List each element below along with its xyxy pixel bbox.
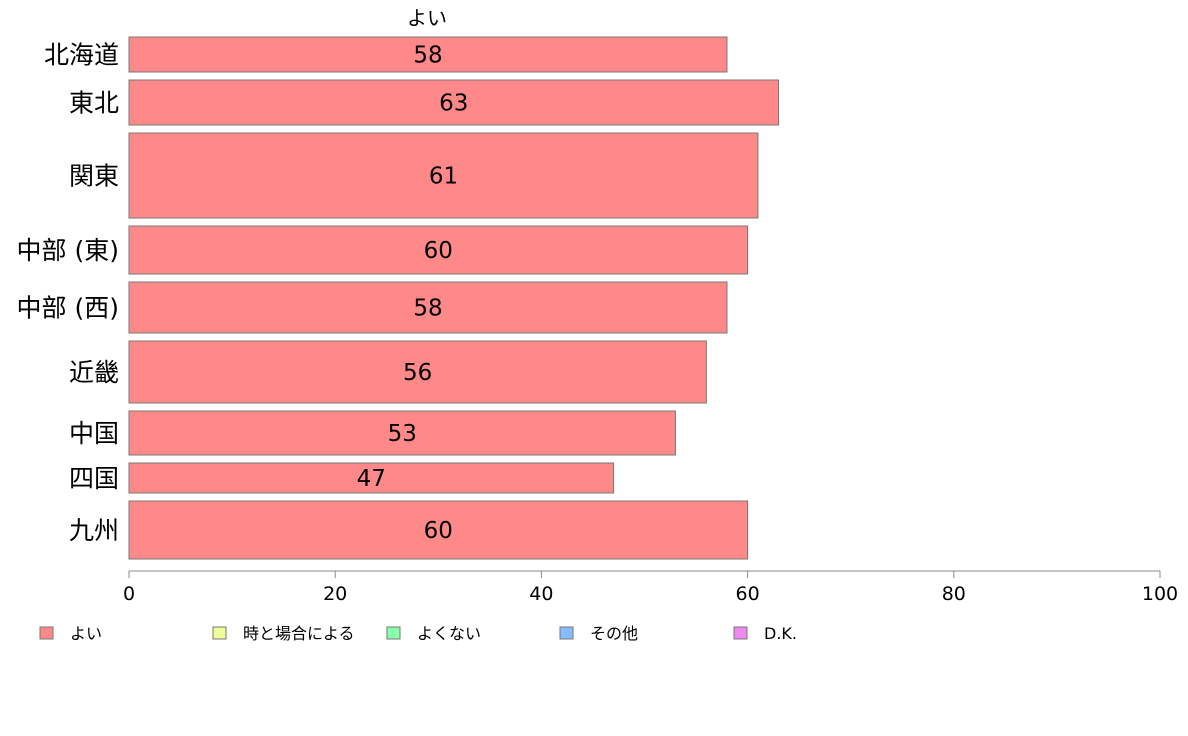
category-label: 北海道	[44, 41, 119, 70]
bar-value-label: 60	[424, 238, 453, 264]
legend-label: よくない	[417, 624, 481, 643]
bar-value-label: 58	[413, 43, 442, 69]
x-tick-label: 20	[323, 583, 347, 605]
legend-swatch	[733, 626, 748, 640]
legend-swatch	[386, 626, 401, 640]
x-tick-label: 0	[123, 583, 135, 605]
bar	[128, 281, 728, 334]
bar	[128, 462, 615, 494]
x-tick-label: 40	[529, 583, 553, 605]
bars-group: 58 北海道 63 東北 61 関東 60 中部 (東) 58 中部 (西) 56 近畿 53 中国 47 四…	[17, 36, 780, 560]
legend: よい 時と場合による よくない その他 D.K.	[39, 624, 797, 643]
bar	[128, 340, 707, 404]
bar-value-label: 47	[357, 466, 386, 492]
column-header: よい	[407, 6, 447, 30]
bar-value-label: 60	[424, 518, 453, 544]
legend-label: よい	[70, 624, 102, 643]
bar-value-label: 53	[388, 421, 417, 447]
category-label: 関東	[69, 162, 119, 191]
category-label: 中国	[69, 419, 119, 448]
x-axis: 0 20 40 60 80 100	[123, 570, 1178, 605]
category-label: 東北	[69, 89, 119, 118]
legend-swatch	[559, 626, 574, 640]
bar	[128, 36, 728, 73]
bar	[128, 225, 749, 275]
bar	[128, 132, 759, 219]
x-tick-label: 60	[736, 583, 760, 605]
bar-value-label: 58	[413, 296, 442, 322]
bar-value-label: 61	[429, 164, 458, 190]
legend-swatch	[212, 626, 227, 640]
category-label: 四国	[69, 464, 119, 493]
legend-label: D.K.	[764, 624, 797, 643]
x-tick-label: 80	[942, 583, 966, 605]
category-label: 近畿	[69, 358, 119, 387]
bar-value-label: 56	[403, 360, 432, 386]
category-label: 中部 (西)	[17, 294, 119, 323]
bar	[128, 500, 749, 560]
legend-label: 時と場合による	[243, 624, 355, 643]
bar	[128, 410, 676, 456]
x-tick-label: 100	[1142, 583, 1178, 605]
legend-swatch	[39, 626, 54, 640]
bar	[128, 79, 780, 126]
category-label: 九州	[69, 516, 119, 545]
legend-label: その他	[590, 624, 638, 643]
bar-value-label: 63	[439, 91, 468, 117]
category-label: 中部 (東)	[17, 236, 119, 265]
